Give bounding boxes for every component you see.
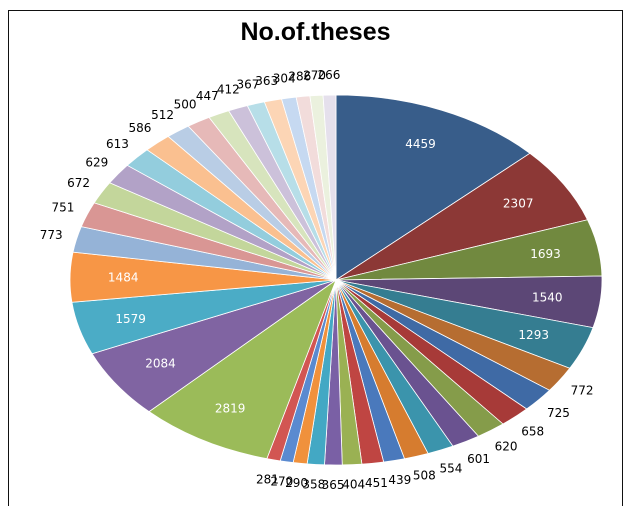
slice-label: 586 <box>128 121 151 135</box>
slice-label: 2307 <box>503 197 534 211</box>
slice-label: 508 <box>413 468 436 482</box>
slice-label: 447 <box>196 89 219 103</box>
slice-label: 266 <box>317 68 340 82</box>
pie-slice <box>322 94 337 281</box>
slice-label: 613 <box>106 137 129 151</box>
slice-label: 304 <box>273 71 296 85</box>
slice-label: 1540 <box>532 291 563 305</box>
slice-label: 772 <box>571 383 594 397</box>
slice-label: 363 <box>255 74 278 88</box>
slice-label: 281 <box>256 472 279 486</box>
slice-label: 751 <box>51 201 74 215</box>
slice-label: 439 <box>388 473 411 487</box>
slice-label: 1693 <box>530 247 561 261</box>
slice-label: 270 <box>270 474 293 488</box>
slice-label: 451 <box>365 476 388 490</box>
slice-label: 367 <box>236 78 259 92</box>
slice-label: 1293 <box>518 328 549 342</box>
slice-label: 512 <box>151 108 174 122</box>
slice-label: 286 <box>288 70 311 84</box>
slice-label: 658 <box>521 425 544 439</box>
slice-label: 404 <box>342 478 365 492</box>
slice-label: 270 <box>303 69 326 83</box>
slice-label: 4459 <box>405 137 436 151</box>
slice-label: 773 <box>40 228 63 242</box>
pie-slice <box>335 94 531 281</box>
slice-label: 290 <box>285 476 308 490</box>
slice-label: 365 <box>322 478 345 492</box>
slice-label: 725 <box>547 406 570 420</box>
slice-label: 672 <box>67 176 90 190</box>
slice-label: 2819 <box>215 401 246 415</box>
slice-label: 554 <box>439 462 462 476</box>
slice-label: 2084 <box>145 357 176 371</box>
slice-label: 412 <box>217 82 240 96</box>
slice-label: 629 <box>85 155 108 169</box>
pie-slice <box>335 152 589 281</box>
slice-label: 1579 <box>115 312 146 326</box>
pie-slice <box>148 278 337 460</box>
slice-label: 358 <box>302 477 325 491</box>
slice-label: 500 <box>174 98 197 112</box>
slice-label: 620 <box>495 440 518 454</box>
slice-label: 601 <box>467 452 490 466</box>
slice-label: 1484 <box>108 271 139 285</box>
chart-title: No.of.theses <box>240 18 391 46</box>
